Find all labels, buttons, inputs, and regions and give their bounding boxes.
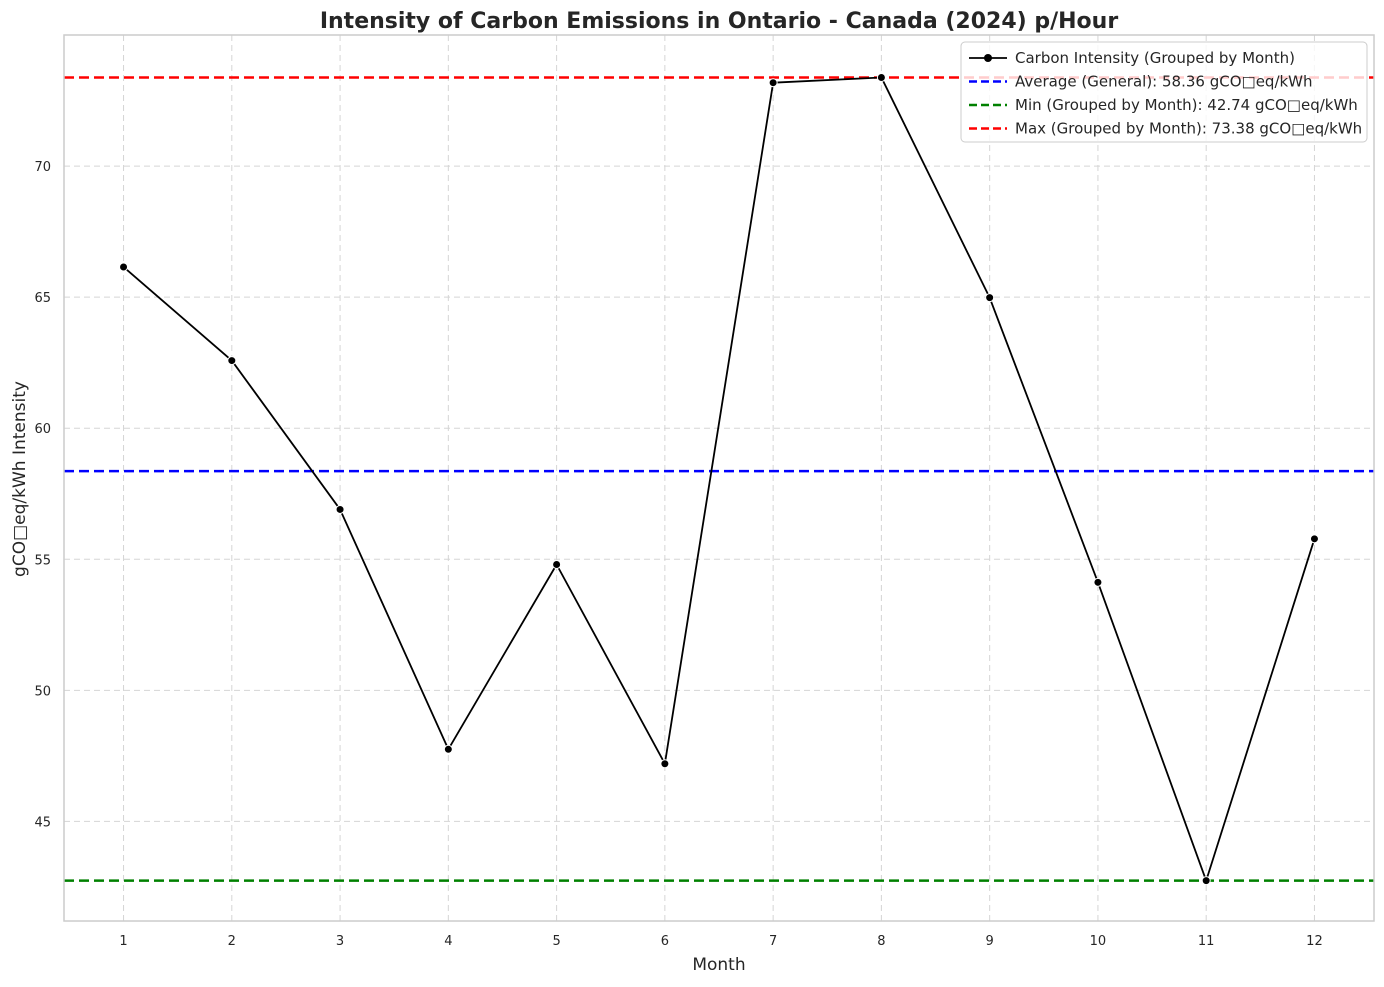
data-point <box>876 72 886 82</box>
x-tick-label: 8 <box>877 934 885 949</box>
data-point <box>552 560 562 570</box>
y-tick-label: 65 <box>34 291 51 306</box>
y-axis-label: gCO□eq/kWh Intensity <box>10 381 30 577</box>
legend: Carbon Intensity (Grouped by Month) Avera… <box>960 41 1368 143</box>
legend-label: Min (Grouped by Month): 42.74 gCO□eq/kWh <box>1015 96 1358 114</box>
data-point <box>1093 577 1103 587</box>
x-axis-label: Month <box>692 955 745 975</box>
data-point <box>119 262 129 272</box>
data-point <box>227 356 237 366</box>
data-point <box>1309 534 1319 544</box>
y-tick-label: 55 <box>34 553 51 568</box>
chart-title: Intensity of Carbon Emissions in Ontario… <box>320 9 1118 34</box>
x-tick-label: 11 <box>1198 934 1215 949</box>
legend-label: Carbon Intensity (Grouped by Month) <box>1015 49 1295 67</box>
legend-box <box>960 41 1368 143</box>
x-tick-label: 9 <box>986 934 994 949</box>
x-tick-label: 4 <box>444 934 452 949</box>
y-tick-label: 70 <box>34 160 51 175</box>
data-point <box>443 744 453 754</box>
reference-lines <box>64 76 1374 882</box>
data-point <box>985 293 995 303</box>
y-tick-label: 50 <box>34 684 51 699</box>
y-tick-label: 60 <box>34 422 51 437</box>
x-tick-label: 10 <box>1090 934 1107 949</box>
x-tick-label: 2 <box>228 934 236 949</box>
x-tick-label: 1 <box>119 934 127 949</box>
data-point <box>335 504 345 514</box>
x-tick-label: 5 <box>552 934 560 949</box>
x-tick-label: 7 <box>769 934 777 949</box>
data-point <box>768 78 778 88</box>
data-point <box>1201 876 1211 886</box>
legend-marker <box>984 54 992 62</box>
x-tick-label: 12 <box>1306 934 1323 949</box>
legend-label: Max (Grouped by Month): 73.38 gCO□eq/kWh <box>1015 120 1362 138</box>
plot-frame <box>63 34 1375 922</box>
series-line <box>122 76 1316 882</box>
y-tick-label: 45 <box>34 815 51 830</box>
x-tick-label: 6 <box>661 934 669 949</box>
data-point <box>660 759 670 769</box>
x-tick-label: 3 <box>336 934 344 949</box>
series <box>119 72 1319 886</box>
legend-label: Average (General): 58.36 gCO□eq/kWh <box>1015 73 1313 91</box>
